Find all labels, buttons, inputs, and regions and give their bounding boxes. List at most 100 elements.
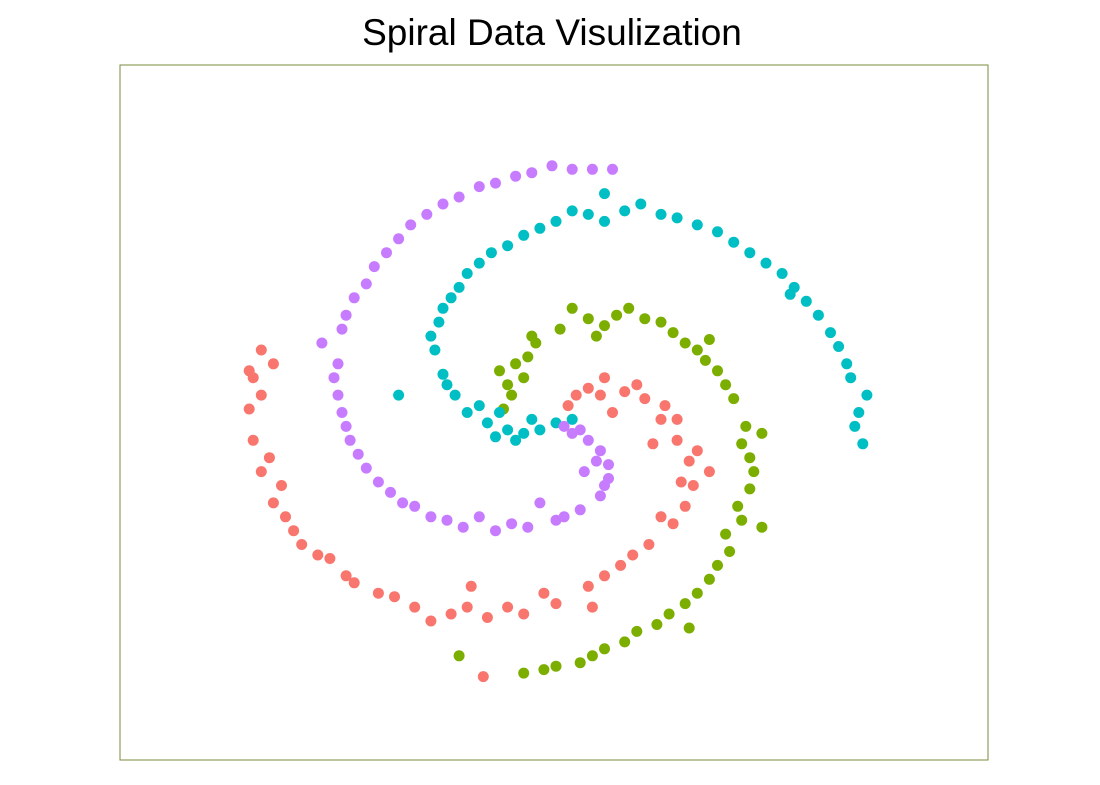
data-point [744, 483, 756, 495]
data-point [510, 170, 522, 182]
data-point [372, 587, 384, 599]
data-point [599, 480, 610, 491]
data-point [522, 351, 534, 363]
data-point [534, 497, 546, 509]
data-point [336, 407, 348, 418]
data-point [485, 247, 497, 259]
chart-title: Spiral Data Visulization [362, 12, 742, 53]
plot-frame [119, 64, 989, 761]
data-point [578, 466, 590, 478]
data-point [348, 292, 360, 304]
data-point [381, 247, 392, 259]
data-point [389, 591, 400, 603]
data-point [296, 539, 308, 550]
data-point [651, 619, 663, 630]
data-point [849, 420, 861, 432]
data-point [340, 570, 352, 582]
data-point [679, 500, 691, 512]
data-point [736, 438, 748, 450]
data-point [611, 309, 623, 321]
data-point [590, 330, 602, 342]
data-point [570, 389, 582, 401]
data-point [518, 608, 530, 620]
series-2 [453, 302, 768, 679]
data-point [494, 407, 505, 418]
data-point [538, 587, 550, 599]
data-point [437, 302, 449, 314]
data-point [679, 598, 691, 610]
data-point [352, 448, 364, 460]
data-point [457, 521, 469, 533]
data-point [502, 240, 514, 252]
data-point [639, 393, 651, 405]
data-point [720, 528, 732, 540]
data-point [425, 615, 437, 627]
data-point [276, 480, 287, 491]
data-point [336, 323, 348, 335]
data-point [671, 434, 683, 446]
data-point [691, 445, 703, 457]
data-point [502, 424, 514, 436]
data-point [288, 525, 300, 537]
data-point [518, 427, 530, 439]
data-point [724, 546, 736, 557]
data-point [655, 316, 667, 328]
data-point [267, 358, 279, 370]
data-point [566, 205, 578, 217]
data-point [393, 389, 405, 401]
data-point [368, 261, 380, 273]
data-point [409, 601, 421, 613]
data-point [340, 420, 352, 432]
data-point [461, 601, 473, 613]
data-point [554, 323, 566, 335]
data-point [663, 608, 675, 620]
data-point [760, 257, 772, 269]
data-point [845, 372, 857, 384]
data-point [732, 500, 744, 512]
data-point [582, 382, 594, 394]
data-point [647, 438, 659, 450]
data-point [861, 389, 873, 401]
data-point [619, 205, 631, 217]
data-point [441, 514, 453, 526]
data-point [607, 407, 618, 418]
data-point [703, 334, 715, 345]
data-point [522, 521, 534, 533]
data-point [502, 601, 514, 613]
data-point [324, 553, 336, 564]
data-point [582, 208, 594, 220]
data-point [397, 497, 409, 509]
data-point [691, 219, 703, 231]
data-point [784, 288, 796, 300]
data-point [675, 476, 687, 488]
data-point [594, 389, 606, 401]
data-point [360, 462, 372, 474]
data-point [506, 518, 518, 530]
data-point [599, 188, 610, 200]
data-point [756, 427, 768, 439]
data-point [312, 549, 324, 561]
data-point [393, 233, 405, 245]
data-point [800, 295, 812, 307]
data-point [518, 372, 530, 384]
data-point [728, 393, 740, 405]
data-point [623, 302, 635, 314]
data-point [477, 671, 489, 683]
data-point [639, 313, 651, 325]
data-point [263, 452, 275, 464]
data-point [316, 337, 328, 349]
data-point [748, 466, 760, 478]
data-point [566, 302, 578, 314]
data-point [599, 570, 610, 582]
data-point [550, 660, 562, 672]
data-point [599, 643, 610, 655]
data-point [255, 466, 267, 478]
data-point [594, 490, 606, 502]
series-1 [243, 344, 715, 683]
data-point [603, 459, 614, 471]
data-point [857, 438, 869, 450]
data-point [574, 504, 586, 516]
data-points [243, 160, 873, 683]
data-point [619, 386, 631, 398]
